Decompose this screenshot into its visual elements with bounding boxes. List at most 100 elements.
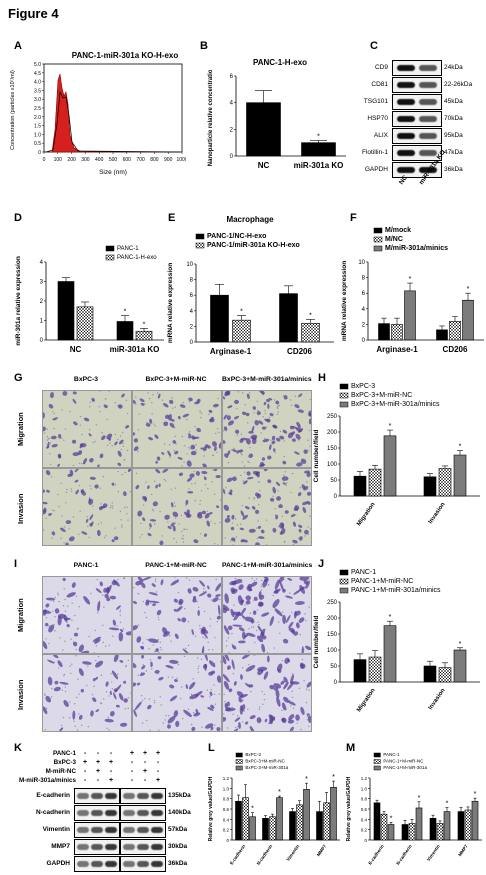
legend-swatch xyxy=(235,752,243,758)
category-label: NC xyxy=(70,345,82,354)
panel-g-micrographs: BxPC-3 BxPC-3+M-miR-NC BxPC-3+M-miR-301a/m… xyxy=(8,372,312,547)
y-tick-label: 200 xyxy=(327,430,338,436)
legend-label: PANC-1+M-miR-301a/minics xyxy=(351,587,441,594)
blot-band xyxy=(137,793,149,799)
micrograph-column-label: PANC-1+M-miR-NC xyxy=(145,562,207,569)
blot-row-label: CD81 xyxy=(371,81,388,88)
micrograph-column-label: BxPC-3+M-miR-NC xyxy=(145,376,207,383)
blot-band xyxy=(105,861,117,867)
blot-band xyxy=(137,810,149,816)
significance-star: * xyxy=(409,276,412,283)
legend-swatch xyxy=(195,242,205,249)
panel-letter-j: J xyxy=(318,558,325,570)
condition-sign: + xyxy=(142,768,148,775)
blot-band xyxy=(123,861,135,867)
micrograph-image xyxy=(222,576,312,654)
y-tick-label: 0 xyxy=(364,838,367,843)
panel-d-chart: 0 1 2 3 4 miR-301a relative expression NC miR-3… xyxy=(15,245,164,354)
blot-row-label: E-cadherin xyxy=(36,792,70,799)
blot-row-label: HSP70 xyxy=(367,115,388,122)
blot-band xyxy=(151,827,163,833)
y-tick-label: 8 xyxy=(190,278,194,284)
blot-strip xyxy=(392,111,442,127)
y-tick-label: 2.0 xyxy=(34,115,41,121)
micrograph-image xyxy=(42,654,132,732)
significance-star: * xyxy=(309,312,312,319)
bar xyxy=(301,322,320,343)
y-tick-label: 6 xyxy=(362,291,366,297)
panel-letter-e: E xyxy=(168,212,176,224)
bar xyxy=(57,281,75,341)
legend-label: PANC-1/NC-H-exo xyxy=(207,233,266,240)
bar xyxy=(353,659,367,683)
panel-a-ylabel: Concentration (particles x10⁷/ml) xyxy=(9,70,16,150)
panel-letter-h: H xyxy=(318,372,326,384)
panel-letter-a: A xyxy=(14,40,22,52)
category-label: NC xyxy=(258,161,270,170)
y-tick-label: 250 xyxy=(327,414,338,420)
y-tick-label: 0 xyxy=(334,494,338,500)
condition-sign: - xyxy=(96,777,100,784)
significance-star: * xyxy=(124,309,127,316)
y-tick-label: 1.2 xyxy=(361,776,368,781)
y-axis-label: Cell number/field xyxy=(313,616,320,669)
blot-strip xyxy=(120,839,166,855)
blot-band xyxy=(151,793,163,799)
y-tick-label: 1.2 xyxy=(223,776,230,781)
legend-swatch xyxy=(235,765,243,771)
condition-sign: - xyxy=(83,750,87,757)
bar xyxy=(232,319,251,343)
bar xyxy=(438,468,452,497)
blot-row-label: GAPDH xyxy=(46,860,70,867)
blot-strip xyxy=(120,856,166,872)
blot-band xyxy=(105,793,117,799)
y-tick-label: 1 xyxy=(40,319,44,325)
blot-strip xyxy=(74,856,120,872)
blot-band xyxy=(105,827,117,833)
legend-swatch xyxy=(105,254,115,261)
legend-swatch xyxy=(105,245,115,252)
blot-band xyxy=(137,844,149,850)
bar xyxy=(246,102,281,157)
panel-i-micrographs: PANC-1 PANC-1+M-miR-NC PANC-1+M-miR-301a/m… xyxy=(8,558,312,733)
blot-band xyxy=(419,116,437,122)
panel-a-chart: 0 0.5 1.0 1.5 2.0 2.5 3.0 3.5 4.0 4.5 5.0 0 100 200 3… xyxy=(9,62,186,176)
panel-b-chart: 0 2 4 6 Nanoparticle relative concentration N… xyxy=(208,70,346,170)
legend-label: M/NC xyxy=(385,236,403,243)
bar xyxy=(242,797,249,841)
y-tick-label: 0 xyxy=(362,338,366,344)
condition-label: BxPC-3 xyxy=(53,759,76,766)
y-tick-label: 0 xyxy=(40,338,44,344)
y-tick-label: 3.5 xyxy=(34,88,41,94)
y-tick-label: 4 xyxy=(40,260,44,266)
y-axis-label: mRNA relative expression xyxy=(167,263,174,343)
significance-star: * xyxy=(305,776,308,783)
bar xyxy=(380,813,388,841)
y-axis-label: miR-301a relative expression xyxy=(15,256,22,346)
y-tick-label: 3.0 xyxy=(34,97,41,103)
blot-strip xyxy=(392,77,442,93)
panel-letter-g: G xyxy=(14,372,23,384)
figure-title: Figure 4 xyxy=(8,6,59,21)
blot-band xyxy=(137,827,149,833)
blot-strip xyxy=(392,94,442,110)
bar xyxy=(368,656,382,683)
y-axis-label: mRNA relative expression xyxy=(341,261,348,341)
condition-label: M-miR-301a/minics xyxy=(18,777,76,784)
bar xyxy=(330,786,337,841)
micrograph-row-label: Migration xyxy=(16,598,25,632)
significance-star: * xyxy=(251,806,254,813)
micrograph-image xyxy=(222,390,312,468)
condition-sign: + xyxy=(108,759,114,766)
significance-star: * xyxy=(467,286,470,293)
panel-b-title: PANC-1-H-exo xyxy=(252,58,308,67)
significance-star: * xyxy=(474,791,477,798)
blot-band xyxy=(397,82,415,88)
y-axis-label: Relative grey value/GAPDH xyxy=(208,776,214,841)
y-tick-label: 4.5 xyxy=(34,71,41,77)
legend-swatch xyxy=(339,383,349,390)
category-label: miR-301a KO xyxy=(110,345,160,354)
blot-size-label: 135kDa xyxy=(168,792,191,799)
legend-swatch xyxy=(373,765,381,771)
bar xyxy=(423,476,437,497)
